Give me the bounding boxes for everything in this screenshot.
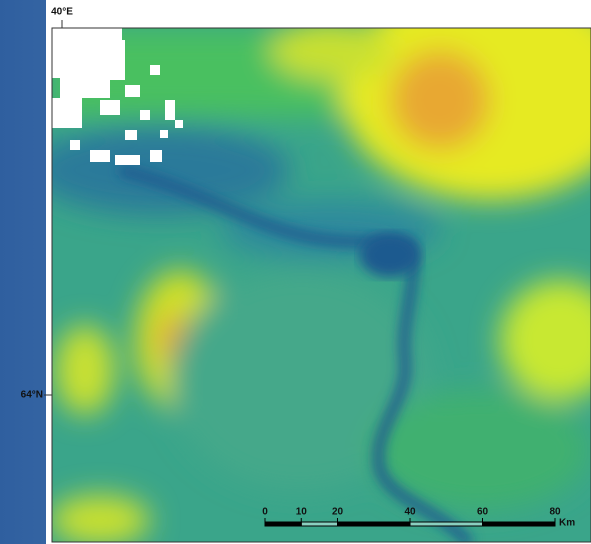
scale-segment <box>410 522 483 526</box>
longitude-label: 40°E <box>51 7 73 18</box>
scale-label: 10 <box>296 507 308 518</box>
scale-label: 40 <box>404 507 416 518</box>
scale-segment <box>483 522 556 526</box>
scale-segment <box>301 522 337 526</box>
scale-segment <box>338 522 411 526</box>
latitude-label: 64°N <box>21 390 43 401</box>
map-figure: 40°E 64°N 0 10 20 40 60 80Km <box>0 0 591 544</box>
scale-label: 60 <box>477 507 489 518</box>
scale-label: 20 <box>332 507 344 518</box>
scale-label: 80 <box>549 507 561 518</box>
scale-segment <box>265 522 301 526</box>
scale-unit: Km <box>559 518 575 529</box>
raster <box>30 0 591 544</box>
page: {"map": {"longitude_label": "40°E", "lat… <box>0 0 591 544</box>
scale-label: 0 <box>262 507 268 518</box>
